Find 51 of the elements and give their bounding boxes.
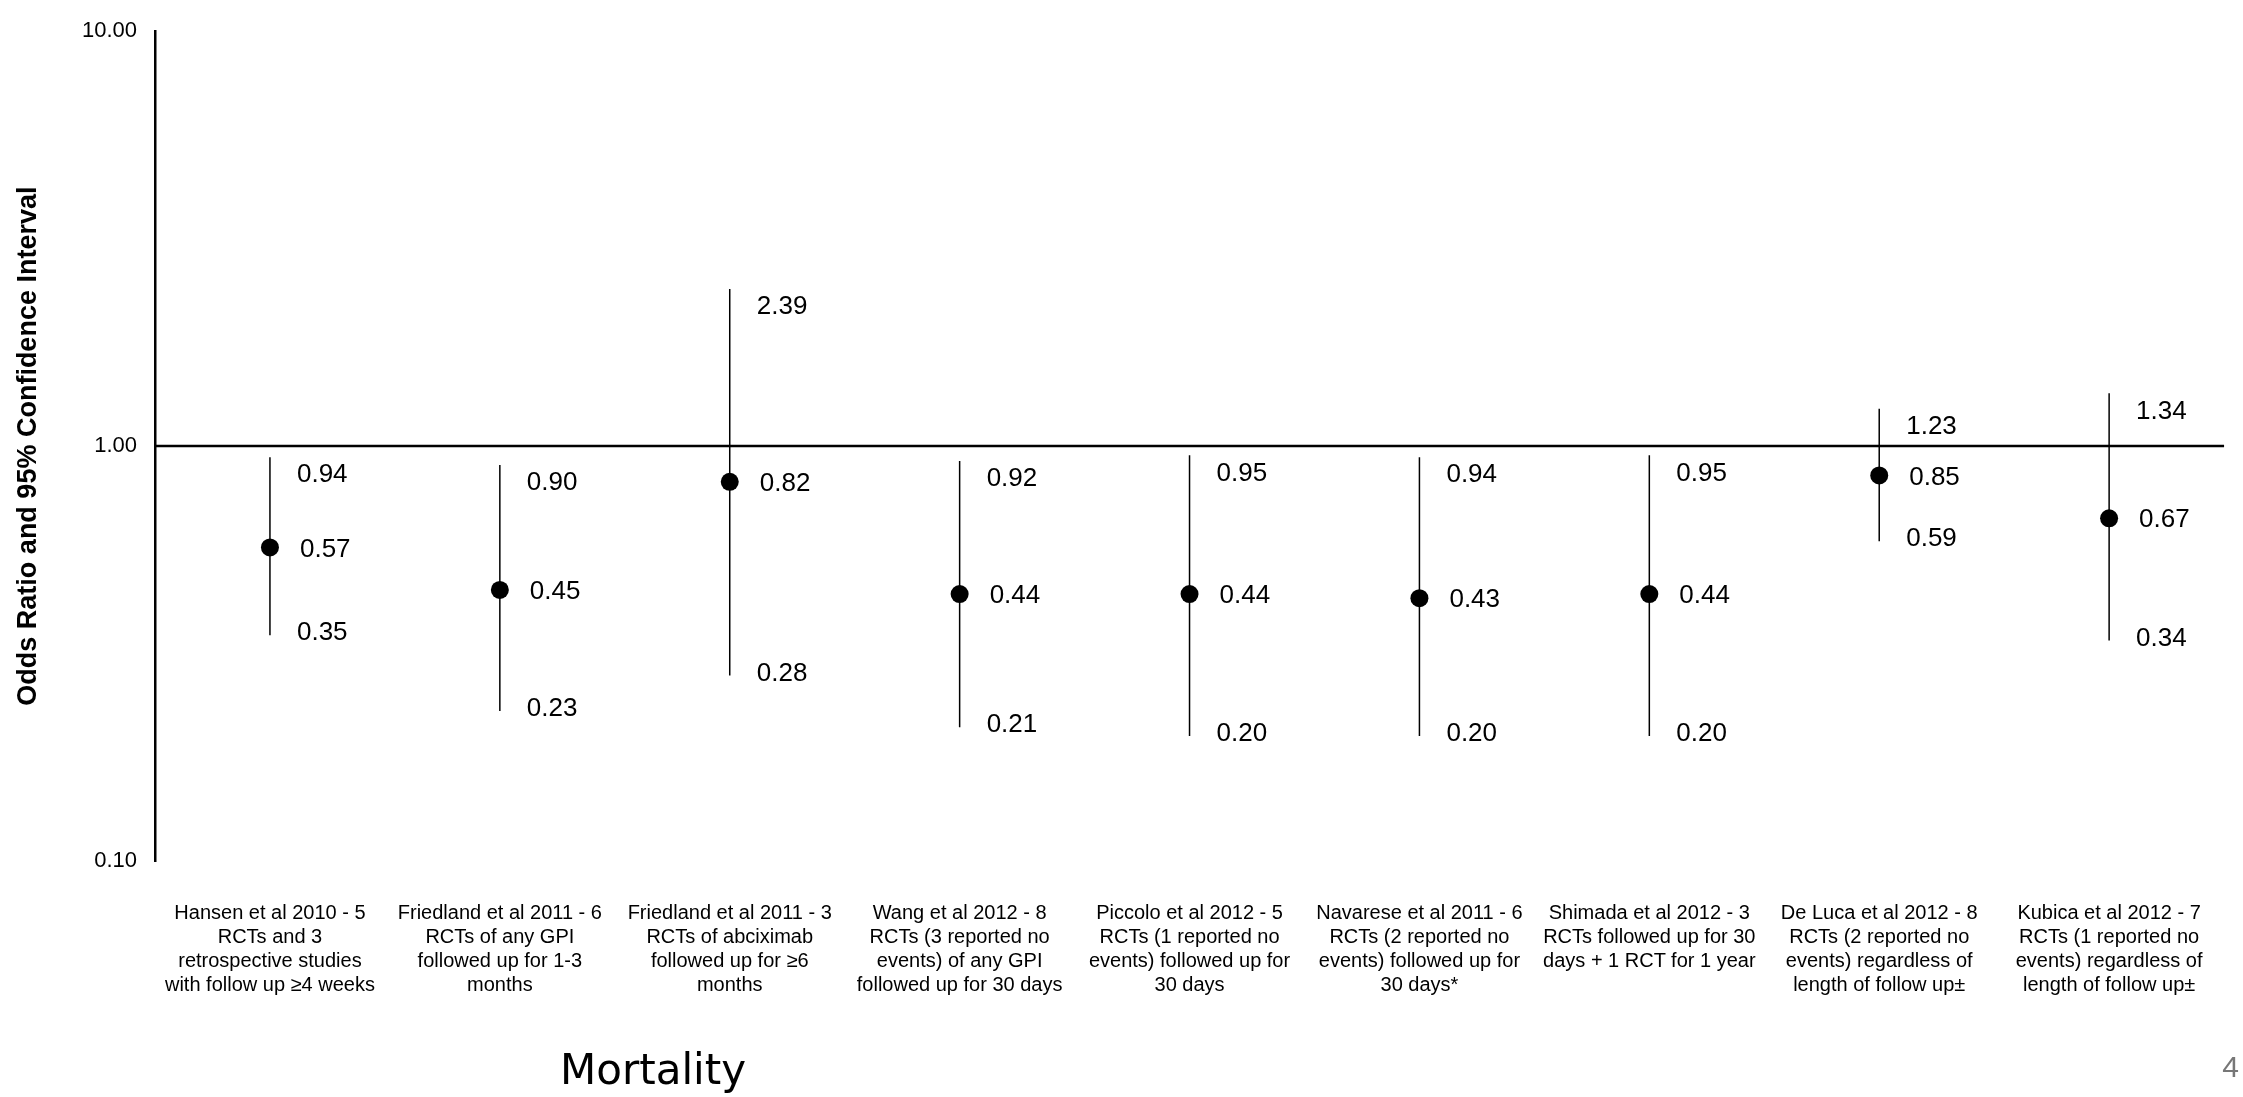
x-tick-label: Friedland et al 2011 - 3 RCTs of abciximab followed up for ≥6 months [627, 900, 832, 995]
point [490, 580, 509, 599]
data-label: 0.82 [759, 467, 811, 498]
annotation: 0.20 [1676, 717, 1727, 748]
data-label: 0.44 [1679, 579, 1730, 610]
annotation: 0.94 [296, 458, 348, 489]
point [950, 585, 969, 604]
point [260, 538, 279, 557]
data-label: 0.67 [2139, 503, 2190, 534]
x-tick-label: Navarese et al 2011 - 6 RCTs (2 reported no events) followed up for 30 days* [1316, 900, 1523, 995]
annotation: 0.21 [986, 708, 1038, 739]
annotation: 0.34 [2136, 621, 2187, 652]
x-tick-label: Wang et al 2012 - 8 RCTs (3 reported no events) of any GPI followed up for 30 days [856, 900, 1063, 995]
point [1870, 466, 1889, 485]
annotation: 0.95 [1676, 456, 1727, 487]
annotation: 0.90 [526, 466, 578, 497]
y-tick-label: 0.10 [94, 847, 137, 873]
y-tick-label: 10.00 [81, 17, 137, 43]
data-label: 0.43 [1449, 583, 1501, 614]
text: 4 [2222, 1050, 2239, 1084]
annotation: 0.35 [296, 616, 348, 647]
data-label: 0.85 [1909, 460, 1960, 491]
annotation: 0.23 [526, 692, 578, 723]
annotation: 0.92 [986, 462, 1038, 493]
y-tick-label: 1.00 [94, 432, 137, 458]
y-axis-title: Odds Ratio and 95% Confidence Interval [11, 186, 42, 706]
x-tick-label: De Luca et al 2012 - 8 RCTs (2 reported no events) regardless of length of follow up± [1780, 900, 1978, 995]
annotation: 0.94 [1446, 458, 1498, 489]
data-label: 0.57 [299, 532, 351, 563]
x-axis-title: Mortality [560, 1045, 747, 1094]
annotation: 1.23 [1906, 409, 1957, 440]
annotation: 0.20 [1216, 717, 1268, 748]
annotation: 1.34 [2136, 394, 2187, 425]
annotation: 2.39 [756, 290, 808, 321]
point [1410, 589, 1429, 608]
x-tick-label: Shimada et al 2012 - 3 RCTs followed up for 30 days + 1 RCT for 1 year [1543, 900, 1756, 971]
data-label: 0.45 [529, 575, 581, 606]
point [1180, 585, 1199, 604]
point [2100, 509, 2119, 528]
annotation: 0.59 [1906, 522, 1957, 553]
point [720, 472, 739, 491]
x-tick-label: Hansen et al 2010 - 5 RCTs and 3 retrospective studies with follow up ≥4 weeks [163, 900, 375, 995]
data-label: 0.44 [989, 579, 1041, 610]
point [1640, 585, 1659, 604]
annotation: 0.28 [756, 656, 808, 687]
annotation: 0.20 [1446, 717, 1498, 748]
x-tick-label: Piccolo et al 2012 - 5 RCTs (1 reported no events) followed up for 30 days [1088, 900, 1291, 995]
x-tick-label: Friedland et al 2011 - 6 RCTs of any GPI followed up for 1-3 months [397, 900, 602, 995]
x-tick-label: Kubica et al 2012 - 7 RCTs (1 reported no events) regardless of length of follow up± [2015, 900, 2203, 995]
data-label: 0.44 [1219, 579, 1271, 610]
annotation: 0.95 [1216, 456, 1268, 487]
